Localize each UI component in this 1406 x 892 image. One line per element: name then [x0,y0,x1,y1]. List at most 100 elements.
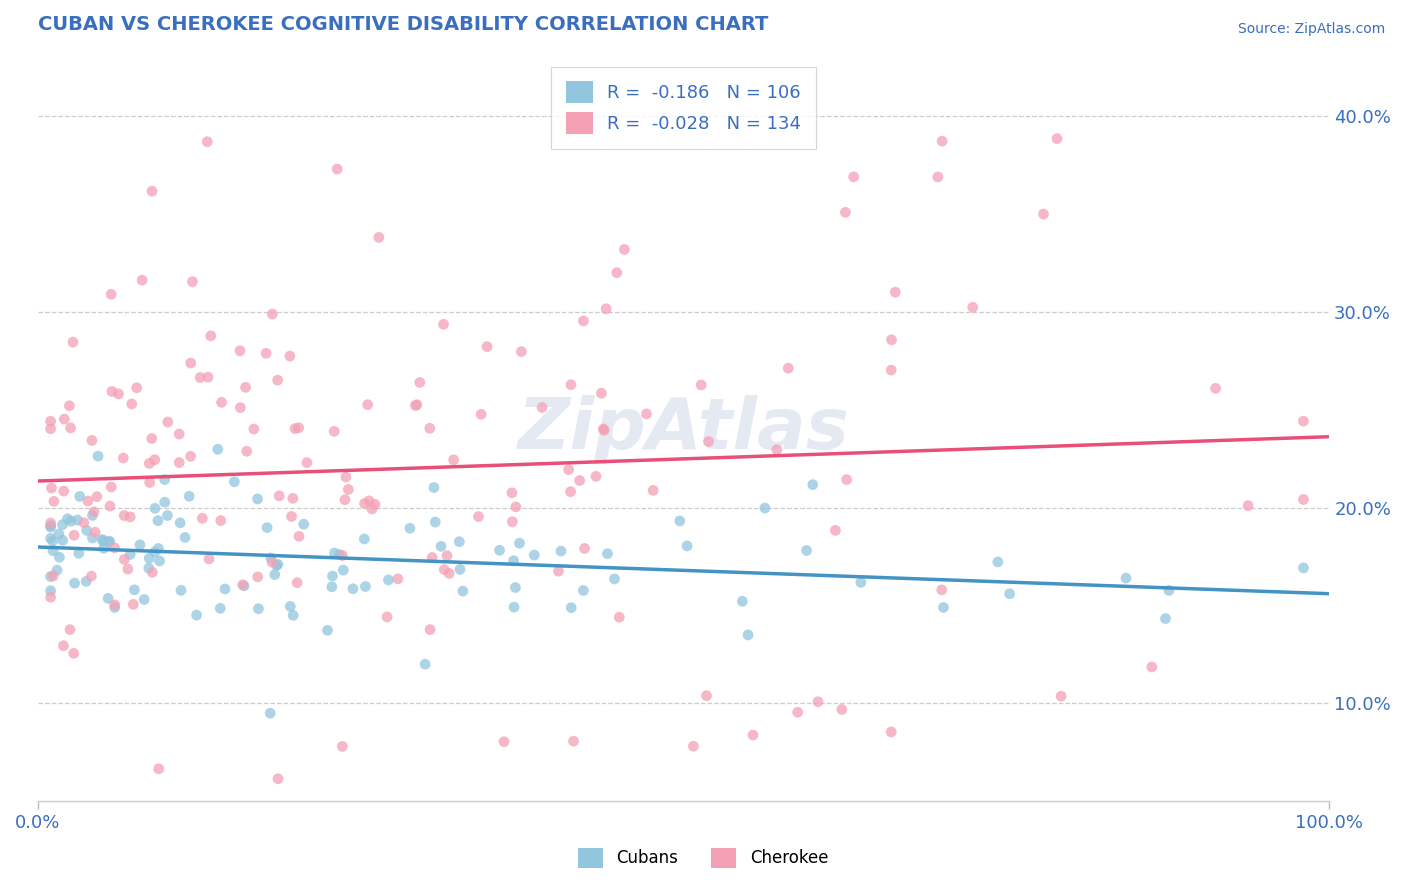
Point [880,725,903,739]
Point [413,657,436,672]
Point [361,502,384,516]
Point [931,134,953,148]
Point [233,579,256,593]
Point [63,528,86,542]
Point [129,538,152,552]
Point [143,545,166,559]
Point [880,333,903,347]
Point [849,575,872,590]
Point [323,546,346,560]
Point [316,624,339,638]
Point [337,483,360,497]
Point [39,422,62,436]
Point [39,532,62,546]
Point [266,373,288,387]
Point [63,576,86,591]
Text: Source: ZipAtlas.com: Source: ZipAtlas.com [1237,22,1385,37]
Point [560,600,582,615]
Point [83,505,105,519]
Point [76,524,98,538]
Point [188,370,211,384]
Point [80,434,103,448]
Point [592,422,614,436]
Point [509,536,531,550]
Point [377,573,399,587]
Point [1205,381,1227,395]
Point [842,169,865,184]
Point [283,608,305,623]
Point [1157,583,1180,598]
Point [191,511,214,525]
Legend: Cubans, Cherokee: Cubans, Cherokee [571,841,835,875]
Point [69,490,91,504]
Point [86,490,108,504]
Point [754,501,776,516]
Point [256,521,278,535]
Point [1292,414,1315,428]
Point [357,493,380,508]
Point [321,569,343,583]
Point [420,550,443,565]
Point [224,475,246,489]
Point [281,491,304,506]
Point [502,554,524,568]
Point [235,380,257,394]
Point [367,230,389,244]
Point [141,184,163,198]
Point [148,762,170,776]
Point [107,387,129,401]
Point [467,509,489,524]
Point [236,444,259,458]
Point [987,555,1010,569]
Point [796,543,818,558]
Point [200,328,222,343]
Point [399,521,422,535]
Point [572,583,595,598]
Point [138,551,160,566]
Point [52,533,75,548]
Point [449,534,471,549]
Point [1140,660,1163,674]
Point [1237,499,1260,513]
Point [169,516,191,530]
Text: CUBAN VS CHEROKEE COGNITIVE DISABILITY CORRELATION CHART: CUBAN VS CHEROKEE COGNITIVE DISABILITY C… [38,15,768,34]
Point [931,582,953,597]
Point [962,301,984,315]
Point [179,489,201,503]
Point [353,532,375,546]
Point [321,580,343,594]
Point [330,549,353,563]
Point [332,563,354,577]
Point [568,474,591,488]
Point [606,266,628,280]
Point [134,592,156,607]
Point [148,541,170,556]
Point [831,702,853,716]
Point [330,739,353,754]
Point [295,456,318,470]
Point [195,135,218,149]
Point [143,501,166,516]
Point [262,555,284,569]
Point [59,421,82,435]
Point [104,598,127,612]
Point [148,554,170,568]
Point [100,287,122,301]
Point [120,548,142,562]
Point [613,243,636,257]
Point [285,575,308,590]
Point [67,546,90,560]
Point [607,610,630,624]
Point [42,569,65,583]
Point [98,499,121,513]
Point [1032,207,1054,221]
Point [98,534,121,549]
Point [122,598,145,612]
Point [104,600,127,615]
Point [593,423,616,437]
Point [59,623,82,637]
Point [153,473,176,487]
Point [181,275,204,289]
Point [278,599,301,614]
Point [560,484,582,499]
